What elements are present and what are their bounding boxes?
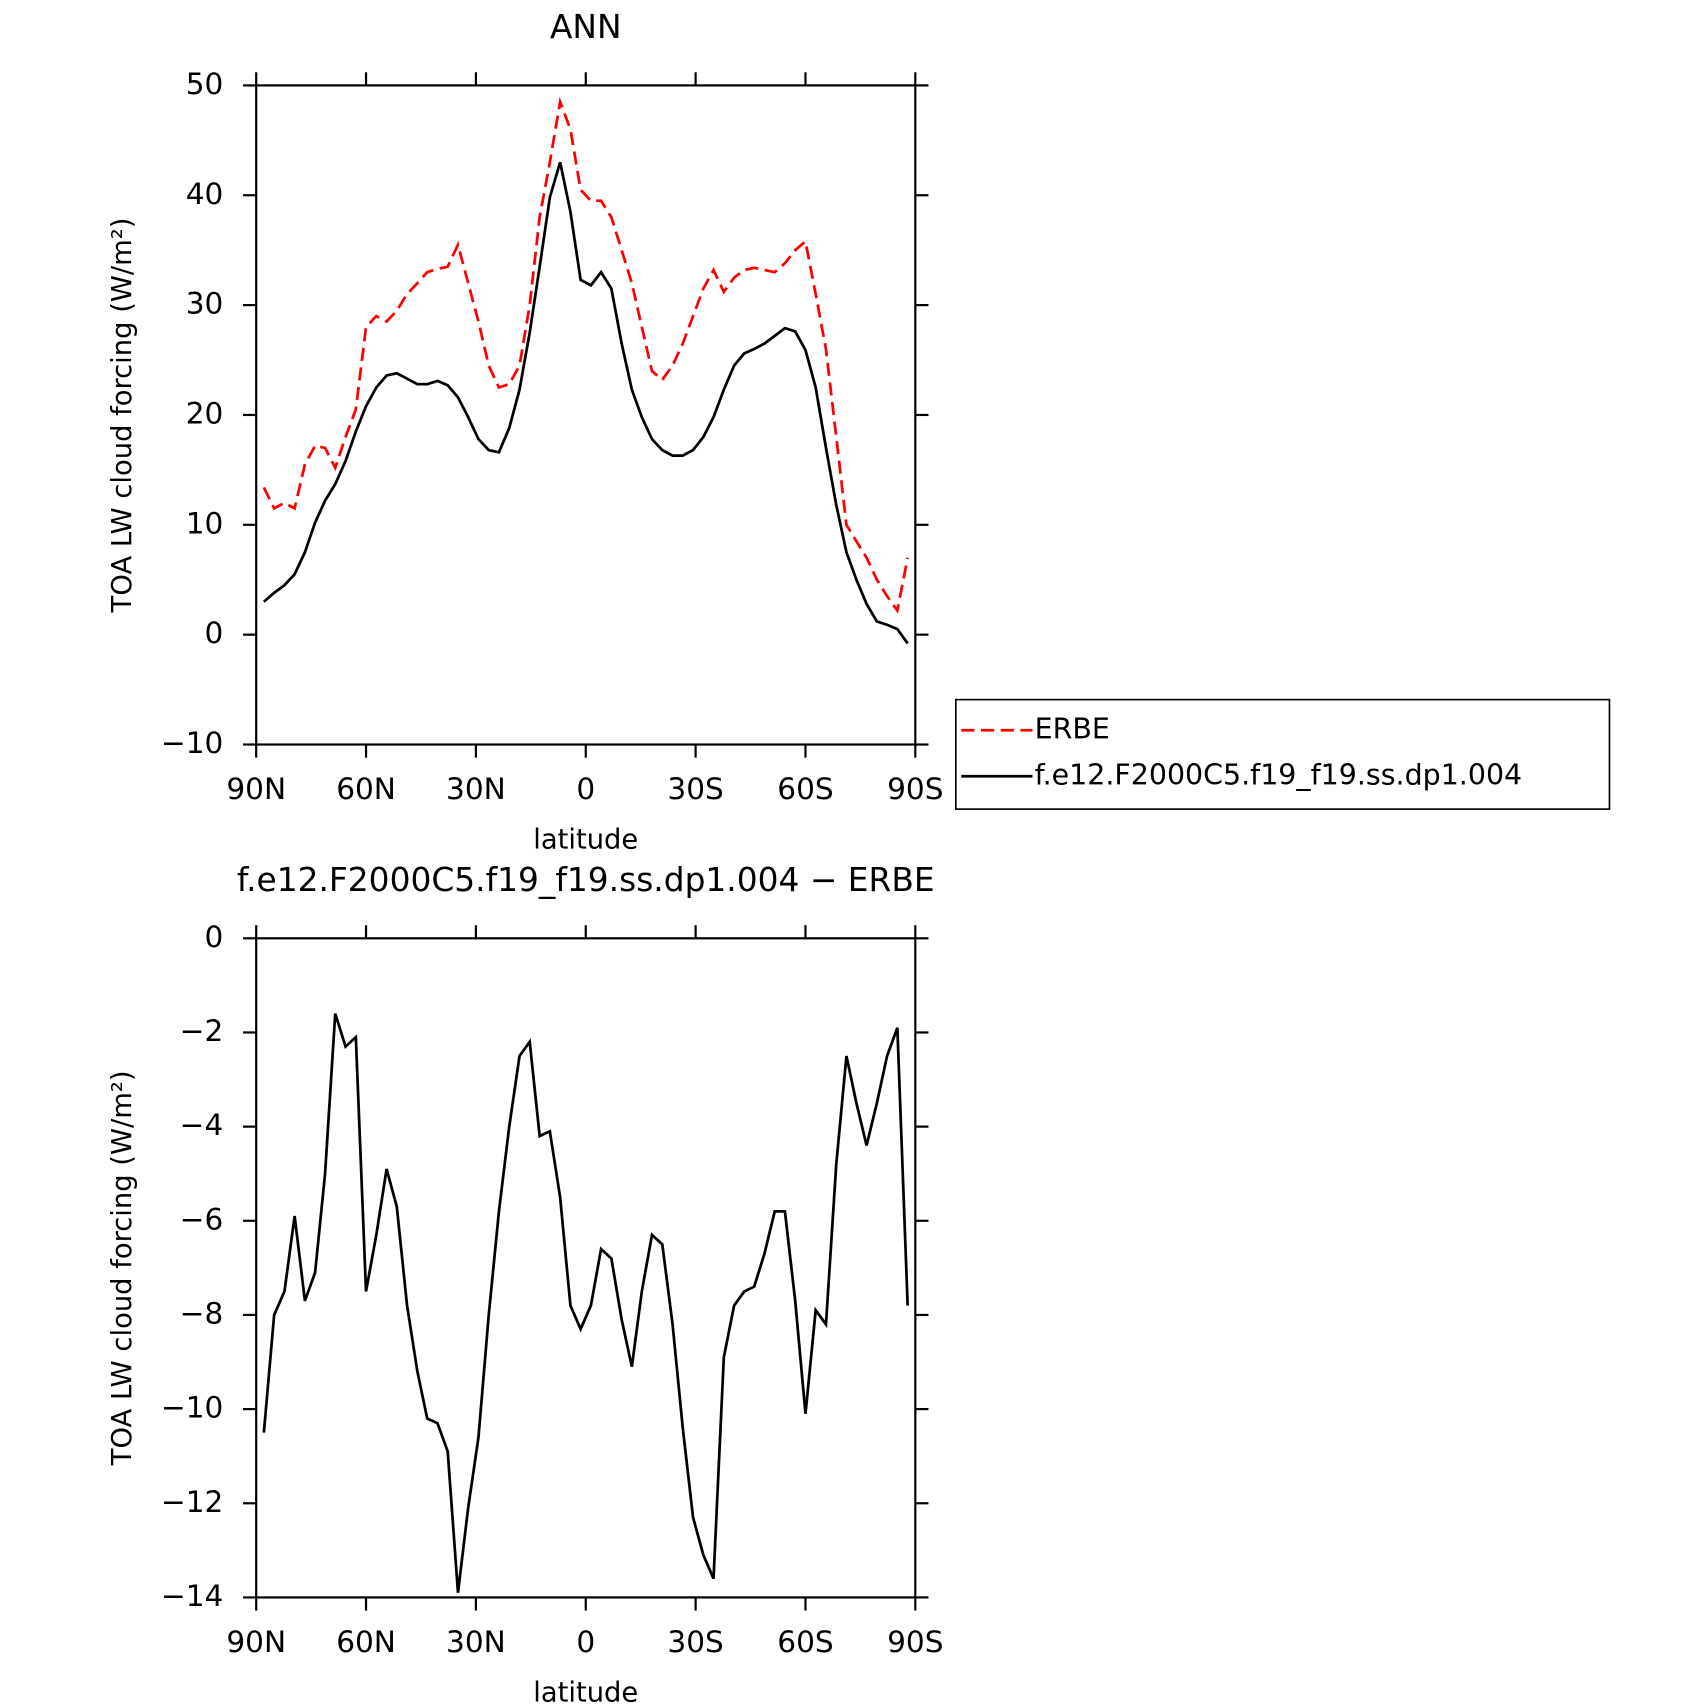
x-tick-label: 30N bbox=[446, 1625, 506, 1659]
x-tick-label: 90S bbox=[887, 772, 943, 806]
y-tick-label: −4 bbox=[180, 1108, 224, 1142]
x-tick-label: 60S bbox=[777, 772, 833, 806]
chart-title: ANN bbox=[550, 8, 622, 46]
legend-box bbox=[955, 698, 1611, 810]
x-tick-label: 90S bbox=[887, 1625, 943, 1659]
chart-title: f.e12.F2000C5.f19_f19.ss.dp1.004 − ERBE bbox=[237, 861, 935, 899]
y-tick-label: 40 bbox=[186, 177, 224, 211]
x-tick-label: 0 bbox=[576, 1625, 595, 1659]
y-tick-label: −14 bbox=[161, 1579, 223, 1613]
x-tick-label: 60N bbox=[336, 1625, 396, 1659]
y-axis-label: TOA LW cloud forcing (W/m²) bbox=[107, 218, 138, 614]
x-tick-label: 90N bbox=[226, 1625, 286, 1659]
y-tick-label: −8 bbox=[180, 1296, 224, 1330]
data-line bbox=[262, 96, 909, 614]
data-line bbox=[262, 1013, 910, 1593]
y-tick-label: 10 bbox=[186, 506, 224, 540]
y-axis-label: TOA LW cloud forcing (W/m²) bbox=[107, 1070, 138, 1466]
y-tick-label: 50 bbox=[186, 67, 224, 101]
x-tick-label: 0 bbox=[576, 772, 595, 806]
x-tick-label: 30S bbox=[667, 1625, 723, 1659]
legend-label: ERBE bbox=[1035, 712, 1110, 745]
data-line bbox=[262, 161, 909, 645]
y-tick-label: 30 bbox=[186, 287, 224, 321]
y-tick-label: 0 bbox=[205, 616, 224, 650]
x-tick-label: 30S bbox=[667, 772, 723, 806]
y-tick-label: −10 bbox=[161, 726, 223, 760]
y-tick-label: −12 bbox=[161, 1485, 223, 1519]
legend-label: f.e12.F2000C5.f19_f19.ss.dp1.004 bbox=[1035, 758, 1523, 791]
x-tick-label: 30N bbox=[446, 772, 506, 806]
y-tick-label: 20 bbox=[186, 396, 224, 430]
y-tick-label: −6 bbox=[180, 1202, 224, 1236]
x-tick-label: 90N bbox=[226, 772, 286, 806]
x-tick-label: 60S bbox=[777, 1625, 833, 1659]
x-axis-label: latitude bbox=[533, 1677, 638, 1708]
x-axis-label: latitude bbox=[533, 824, 638, 855]
y-tick-label: 0 bbox=[205, 920, 224, 954]
y-tick-label: −10 bbox=[161, 1391, 223, 1425]
y-tick-label: −2 bbox=[180, 1014, 224, 1048]
x-tick-label: 60N bbox=[336, 772, 396, 806]
